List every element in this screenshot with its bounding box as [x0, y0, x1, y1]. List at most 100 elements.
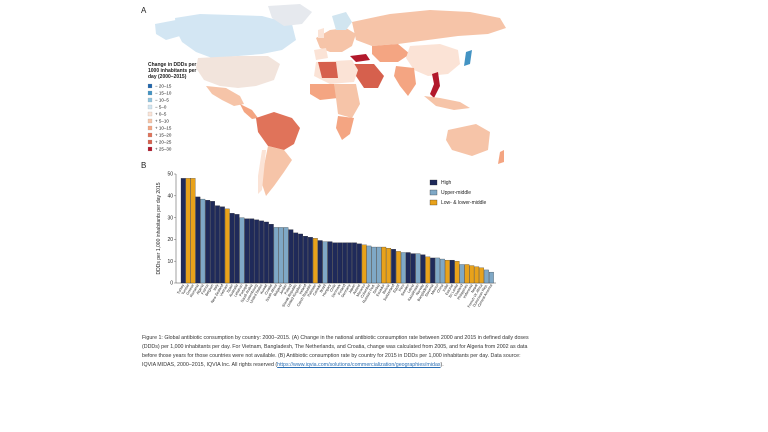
bar — [430, 257, 436, 284]
bar — [259, 220, 264, 284]
bar-legend-label: Upper-middle — [441, 190, 471, 196]
bar — [303, 236, 308, 284]
bar — [342, 242, 348, 284]
bar-legend-label: High — [441, 180, 452, 186]
category-label: Kuwait — [259, 284, 268, 295]
category-label: Nepal — [470, 283, 478, 293]
category-label: Sweden — [400, 284, 410, 297]
bar — [405, 252, 411, 284]
category-label: Finland — [337, 284, 346, 296]
category-label: China — [436, 283, 444, 293]
bar — [322, 241, 328, 284]
bar — [244, 218, 250, 284]
map-mexico — [206, 86, 244, 106]
bar — [415, 253, 421, 284]
bar — [327, 241, 333, 284]
map-japan — [464, 50, 472, 66]
bar — [268, 224, 274, 284]
y-tick-label: 30 — [167, 215, 173, 221]
bar — [215, 205, 220, 284]
legend-item-label: − 20–15 — [155, 84, 172, 89]
legend-swatch — [147, 125, 153, 131]
y-axis-label: DDDs per 1,000 inhabitants per day 2015 — [156, 182, 162, 274]
category-label: Sri Lanka — [448, 284, 459, 299]
category-label: Serbia — [372, 284, 381, 295]
bar — [293, 232, 299, 284]
legend-item-label: − 10–5 — [155, 98, 169, 103]
map-australia — [446, 124, 490, 156]
bar — [273, 227, 279, 284]
category-label: Lebanon — [233, 284, 243, 298]
legend-item-label: − 15–10 — [155, 91, 172, 96]
category-label: Ireland — [298, 284, 307, 296]
category-label: Chile — [329, 284, 337, 293]
bar — [205, 200, 211, 284]
map-algeria — [318, 62, 338, 78]
category-label: Colombia — [360, 284, 371, 299]
map-central-asia — [372, 44, 410, 62]
map-west-africa — [310, 84, 338, 100]
category-label: Japan — [348, 284, 356, 294]
bar — [386, 247, 392, 284]
map-russia — [352, 10, 506, 46]
map-canada — [175, 14, 296, 58]
legend-item-label: − 5–0 — [155, 105, 167, 110]
map-iberia — [314, 48, 328, 60]
figure-caption: Figure 1: Global antibiotic consumption … — [142, 334, 534, 370]
map-turkey — [350, 54, 370, 62]
category-label: Canada — [312, 284, 322, 297]
bar — [381, 246, 387, 284]
bar — [488, 271, 494, 284]
bar — [332, 242, 338, 284]
y-tick-label: 10 — [167, 259, 173, 265]
bar — [474, 266, 480, 284]
bar — [180, 178, 186, 284]
category-label: Turkey — [176, 283, 185, 295]
map-legend: Change in DDDs per 1000 inhabitants per … — [147, 62, 196, 152]
bar — [210, 201, 215, 284]
bar — [459, 264, 465, 284]
caption-link[interactable]: https://www.iqvia.com/solutions/commerci… — [277, 362, 441, 368]
category-label: Bulgaria — [273, 284, 283, 297]
bar — [195, 196, 201, 284]
category-label: Peru — [398, 284, 405, 293]
legend-swatch — [147, 90, 153, 96]
bar-chart: 0 10 20 30 40 50 DDDs per 1,000 inhabitants pe… — [156, 172, 496, 308]
y-tick-label: 20 — [167, 237, 173, 243]
category-label: Germany — [341, 283, 352, 298]
world-map — [155, 4, 506, 196]
map-south-america-south — [262, 146, 292, 196]
bar-legend-swatch — [429, 189, 438, 196]
category-label: India — [442, 284, 449, 293]
bar — [337, 242, 343, 284]
bar — [469, 265, 475, 284]
category-label: France — [201, 284, 210, 296]
bar — [220, 206, 225, 284]
map-greenland — [268, 4, 312, 26]
category-label: Brazil — [319, 283, 327, 293]
bar — [440, 258, 445, 284]
bar — [224, 208, 230, 284]
bar — [396, 251, 401, 284]
map-central-america — [240, 104, 258, 119]
bar — [356, 243, 362, 284]
category-label: Denmark — [331, 283, 342, 298]
legend-item-label: + 25–30 — [155, 147, 172, 152]
category-label: Italy — [213, 283, 220, 291]
category-label: Thailand — [454, 284, 464, 298]
category-label: Estonia — [445, 284, 454, 296]
bar — [283, 227, 289, 284]
legend-item-label: + 20–25 — [155, 140, 172, 145]
bar — [200, 198, 206, 284]
bar — [420, 254, 426, 284]
category-label: Algeria — [196, 283, 205, 295]
map-vietnam — [430, 72, 440, 98]
bar — [479, 267, 484, 284]
category-label: Greece — [186, 284, 195, 296]
y-tick-label: 0 — [170, 281, 173, 287]
map-uk — [318, 28, 324, 38]
bar — [190, 178, 196, 284]
bar — [444, 259, 450, 284]
legend-title-line-3: day (2000–2015) — [148, 74, 187, 80]
category-label: Australia — [228, 284, 238, 298]
